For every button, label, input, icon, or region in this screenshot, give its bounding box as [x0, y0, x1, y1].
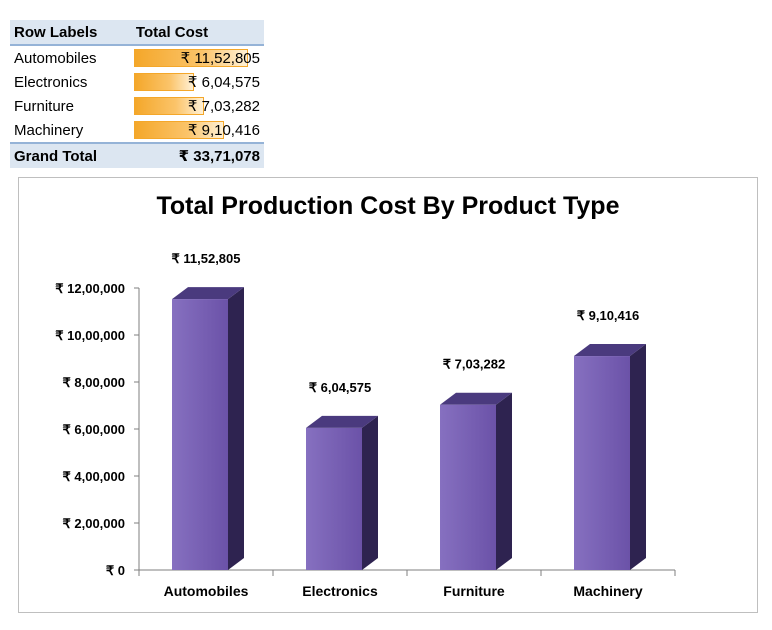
pivot-table: Row Labels Total Cost Automobiles ₹ 11,5… [10, 20, 264, 168]
header-row-labels[interactable]: Row Labels [10, 20, 132, 46]
bar-top [306, 415, 378, 428]
row-value-cell[interactable]: ₹ 9,10,416 [132, 118, 264, 143]
data-label: ₹ 6,04,575 [309, 380, 372, 395]
row-label[interactable]: Automobiles [14, 49, 97, 67]
pivot-row: Machinery ₹ 9,10,416 [10, 118, 264, 143]
grand-total-value[interactable]: ₹ 33,71,078 [131, 142, 264, 168]
row-value: ₹ 7,03,282 [187, 98, 260, 115]
bar-top [440, 392, 512, 405]
row-value: ₹ 6,04,575 [187, 74, 260, 91]
row-value-cell[interactable]: ₹ 11,52,805 [132, 45, 264, 70]
y-tick-label: ₹ 6,00,000 [63, 422, 126, 437]
data-bar [133, 49, 248, 67]
y-tick-label: ₹ 10,00,000 [55, 328, 125, 343]
row-value: ₹ 9,10,416 [187, 122, 260, 139]
chart-area[interactable]: Total Production Cost By Product Type ₹ … [18, 177, 758, 613]
y-tick-label: ₹ 8,00,000 [63, 375, 126, 390]
header-total-cost[interactable]: Total Cost [131, 20, 264, 46]
pivot-row: Furniture ₹ 7,03,282 [10, 94, 264, 118]
bar [172, 299, 228, 570]
row-label[interactable]: Electronics [14, 73, 88, 91]
pivot-row: Automobiles ₹ 11,52,805 [10, 45, 264, 70]
data-bar [133, 73, 194, 91]
data-label: ₹ 9,10,416 [577, 308, 640, 323]
bar-top [172, 287, 244, 300]
bar-chart: ₹ 0 ₹ 2,00,000 ₹ 4,00,000 ₹ 6,00,000 ₹ 8,00,… [55, 251, 676, 599]
pivot-grand-total-row: Grand Total ₹ 33,71,078 [10, 142, 264, 168]
row-value-cell[interactable]: ₹ 6,04,575 [132, 70, 264, 94]
data-bar [133, 121, 224, 139]
bar [306, 427, 362, 570]
row-value: ₹ 11,52,805 [180, 50, 260, 67]
chart-title[interactable]: Total Production Cost By Product Type [156, 192, 620, 220]
data-label: ₹ 11,52,805 [172, 251, 241, 266]
x-tick-label: Machinery [573, 583, 642, 599]
y-tick-label: ₹ 0 [106, 563, 125, 578]
data-label: ₹ 7,03,282 [443, 357, 506, 372]
row-value-cell[interactable]: ₹ 7,03,282 [132, 94, 264, 118]
bar-side [362, 415, 378, 570]
bar [574, 356, 630, 570]
pivot-header-row: Row Labels Total Cost [10, 20, 264, 46]
bar-side [496, 392, 512, 570]
bar-side [630, 344, 646, 570]
y-tick-label: ₹ 4,00,000 [63, 469, 126, 484]
pivot-row: Electronics ₹ 6,04,575 [10, 70, 264, 94]
x-tick-label: Furniture [443, 583, 505, 599]
data-bar [133, 97, 204, 115]
row-label[interactable]: Furniture [14, 97, 75, 115]
x-tick-label: Electronics [302, 583, 378, 599]
bar-side [228, 287, 244, 570]
grand-total-label[interactable]: Grand Total [10, 142, 132, 168]
row-label[interactable]: Machinery [14, 121, 84, 139]
y-tick-label: ₹ 12,00,000 [55, 281, 125, 296]
bar [440, 404, 496, 570]
x-tick-label: Automobiles [164, 583, 249, 599]
bar-top [574, 344, 646, 357]
y-tick-label: ₹ 2,00,000 [63, 516, 126, 531]
